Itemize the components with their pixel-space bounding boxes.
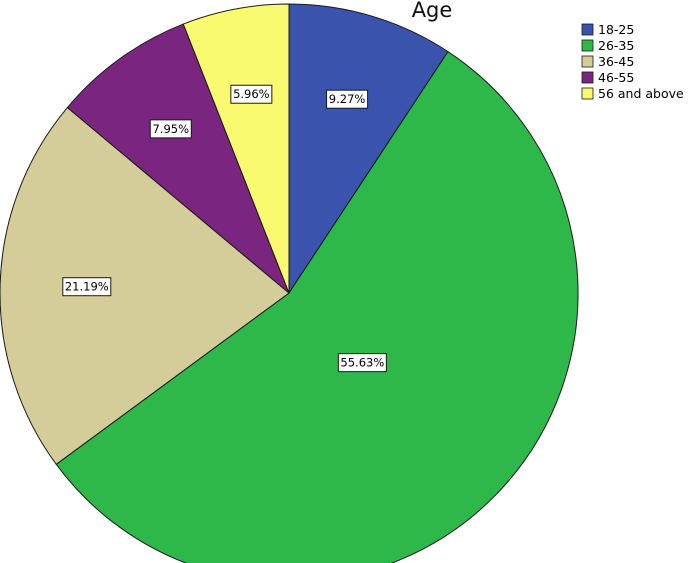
legend-swatch-18-25 [581,23,594,36]
legend-label-18-25: 18-25 [598,22,634,37]
data-label-box-36-45 [62,277,112,297]
data-labels: 9.27% 55.63% 21.19% 7.95% 5.96% [62,84,387,373]
data-label-box-18-25 [326,89,369,109]
data-label-36-45: 21.19% [65,280,109,294]
legend-swatch-56-and-above [581,87,594,100]
legend-swatch-36-45 [581,55,594,68]
slice-26-35 [55,50,579,563]
chart-title: Age [412,0,453,22]
data-label-26-35: 55.63% [340,356,384,370]
slice-36-45 [0,106,290,466]
legend-swatch-26-35 [581,39,594,52]
data-label-box-56-and-above [230,84,273,104]
data-label-box-46-55 [149,119,192,139]
data-label-56-and-above: 5.96% [233,87,270,101]
slice-56-and-above [182,3,290,294]
pie-slices [0,3,579,563]
legend-label-56-and-above: 56 and above [598,86,684,101]
data-label-box-26-35 [337,353,387,373]
data-label-18-25: 9.27% [329,92,366,106]
slice-18-25 [288,3,449,295]
legend-label-46-55: 46-55 [598,70,634,85]
legend-swatch-46-55 [581,71,594,84]
data-label-46-55: 7.95% [152,122,189,136]
legend-label-26-35: 26-35 [598,38,634,53]
legend-label-36-45: 36-45 [598,54,634,69]
slice-46-55 [66,23,290,294]
